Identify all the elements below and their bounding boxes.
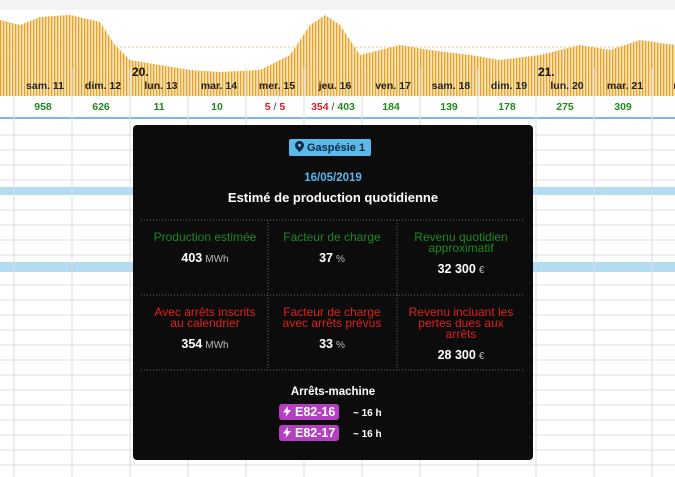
number: 32 300	[437, 262, 476, 276]
cell-grid	[141, 219, 525, 371]
day-label: mer	[654, 80, 675, 92]
stat-cell: Avec arrêts inscrits au calendrier 354 MWh	[141, 295, 269, 370]
value: 11	[153, 101, 165, 113]
day-value: 626	[72, 101, 130, 113]
site-name: Gaspésie 1	[307, 142, 366, 154]
unit: %	[336, 254, 345, 265]
day-label: lun. 13	[144, 80, 178, 92]
value: 626	[92, 101, 110, 113]
value: 354	[311, 101, 329, 113]
stat-value: 37%	[268, 251, 396, 265]
separator: /	[273, 101, 277, 113]
day-value: 184	[362, 101, 420, 113]
day-value: 309	[594, 101, 652, 113]
day-label: sam. 11	[26, 80, 64, 92]
stat-label: Avec arrêts inscrits au calendrier	[154, 305, 256, 330]
month-marker: 21.	[538, 65, 555, 79]
stat-value: 28 300 €	[397, 348, 525, 362]
value: 184	[382, 101, 400, 113]
number: 33	[319, 337, 333, 351]
day-value: 11	[130, 101, 188, 113]
bolt-icon	[283, 406, 291, 417]
value: 5	[279, 101, 286, 113]
stat-label: Production estimée	[153, 230, 257, 244]
stat-label: Facteur de charge avec arrêts prévus	[282, 305, 382, 330]
date: 16/05/2019	[304, 172, 362, 184]
month-marker: 20.	[132, 65, 149, 79]
unit: €	[478, 265, 485, 276]
day-label: mar. 14	[200, 80, 238, 92]
day-label: mar. 21	[606, 80, 644, 92]
number: 28 300	[437, 348, 476, 362]
value: 309	[614, 101, 632, 113]
unit: MWh	[205, 340, 229, 351]
value: 139	[440, 101, 458, 113]
value: 275	[556, 101, 574, 113]
stat-label: Revenu incluant les pertes dues aux arrê…	[408, 305, 514, 341]
day-label: dim. 12	[84, 80, 122, 92]
stop-name: E82-16	[295, 405, 336, 419]
value: 178	[498, 101, 516, 113]
stop-duration: ~ 16 h	[353, 429, 382, 440]
stat-cell: Facteur de charge 37%	[268, 220, 396, 295]
day-label: mer. 15	[258, 80, 296, 92]
day-label: ven. 17	[375, 80, 411, 92]
day-value: 958	[14, 101, 72, 113]
stat-cell: Facteur de charge avec arrêts prévus 33%	[268, 295, 396, 370]
stops-title: Arrêts-machine	[290, 386, 376, 398]
day-value: 178	[478, 101, 536, 113]
stop-badge: E82-16	[279, 404, 340, 420]
stat-cell: Revenu incluant les pertes dues aux arrê…	[397, 295, 525, 370]
stat-cell: Production estimée 403 MWh	[141, 220, 269, 295]
stat-value: 354 MWh	[141, 337, 269, 351]
tooltip: Gaspésie 1 16/05/2019 Estimé de producti…	[133, 125, 533, 460]
stat-label: Revenu quotidien approximatif	[414, 230, 508, 255]
stop-name: E82-17	[295, 426, 336, 440]
day-label: dim. 19	[490, 80, 528, 92]
number: 37	[319, 251, 333, 265]
day-value: 139	[420, 101, 478, 113]
stat-label: Facteur de charge	[283, 230, 381, 244]
value: 403	[337, 101, 355, 113]
unit: €	[478, 351, 485, 362]
stop-badge: E82-17	[279, 425, 340, 441]
stop-duration: ~ 16 h	[353, 408, 382, 419]
day-value: 5 / 5	[246, 101, 304, 113]
value: 5	[264, 101, 271, 113]
number: 403	[181, 251, 203, 265]
day-value: 10	[188, 101, 246, 113]
number: 354	[181, 337, 203, 351]
separator: /	[331, 101, 335, 113]
unit: %	[336, 340, 345, 351]
bolt-icon	[283, 427, 291, 438]
stat-value: 403 MWh	[141, 251, 269, 265]
stat-cell: Revenu quotidien approximatif 32 300 €	[397, 220, 525, 295]
value: 958	[34, 101, 52, 113]
day-label: jeu. 16	[318, 80, 352, 92]
tooltip-title: Estimé de production quotidienne	[227, 190, 439, 205]
stat-value: 33%	[268, 337, 396, 351]
day-value: 354 / 403	[304, 101, 362, 113]
day-value: 275	[536, 101, 594, 113]
day-label: sam. 18	[431, 80, 471, 92]
unit: MWh	[205, 254, 229, 265]
site-badge: Gaspésie 1	[289, 139, 372, 156]
day-label: lun. 20	[550, 80, 584, 92]
stat-value: 32 300 €	[397, 262, 525, 276]
value: 10	[211, 101, 223, 113]
